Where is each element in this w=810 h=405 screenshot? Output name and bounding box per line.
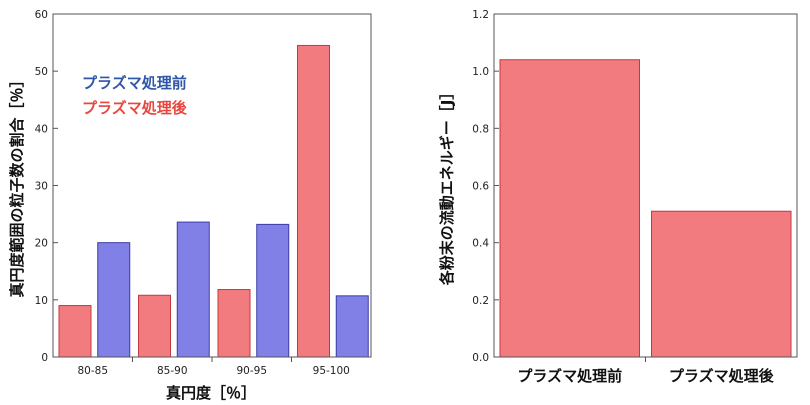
left-bars (58, 44, 369, 358)
legend-entry-after: プラズマ処理後 (82, 99, 188, 117)
right-y-tick-label: 1.2 (472, 9, 489, 21)
left-bar-after-85-90 (138, 294, 171, 358)
left-y-tick-label: 30 (35, 181, 48, 193)
legend-entry-before: プラズマ処理前 (82, 74, 187, 92)
left-x-axis-label: 真円度［％］ (166, 384, 256, 402)
left-bar-chart: 0 10 20 30 40 50 60 80-85 85-90 90-95 95-100 プラズマ… (8, 9, 372, 402)
left-plot-frame (52, 13, 372, 358)
left-bar-before-95-100 (335, 295, 369, 358)
left-x-ticks: 80-85 85-90 90-95 95-100 (77, 357, 350, 377)
left-y-ticks: 0 10 20 30 40 50 60 (35, 9, 58, 364)
right-y-ticks: 0.0 0.2 0.4 0.6 0.8 1.0 1.2 (472, 9, 499, 364)
left-y-axis-label: 真円度範囲の粒子数の割合［％］ (8, 72, 26, 297)
right-bar-chart: 0.0 0.2 0.4 0.6 0.8 1.0 1.2 プラズマ処理前 プラズマ処理後 各粉末… (438, 9, 798, 385)
right-y-tick-label: 1.0 (472, 66, 489, 78)
left-x-tick-label: 95-100 (313, 365, 350, 377)
right-y-tick-label: 0.4 (472, 238, 489, 250)
left-y-tick-label: 60 (35, 9, 48, 21)
left-bar-after-90-95 (217, 289, 251, 358)
right-y-tick-label: 0.6 (472, 181, 489, 193)
left-bar-after-95-100 (297, 44, 330, 358)
left-x-tick-label: 80-85 (77, 365, 108, 377)
left-x-tick-label: 90-95 (236, 365, 267, 377)
right-bar-1 (651, 210, 792, 358)
right-y-tick-label: 0.0 (472, 352, 489, 364)
left-x-tick-label: 85-90 (157, 365, 188, 377)
left-y-tick-label: 40 (35, 123, 48, 135)
left-bar-before-90-95 (256, 223, 290, 358)
right-y-tick-label: 0.8 (472, 123, 489, 135)
right-plot-frame (493, 13, 798, 358)
left-y-tick-label: 20 (35, 238, 48, 250)
right-bar-0 (499, 59, 640, 358)
left-y-tick-label: 10 (35, 295, 48, 307)
right-x-ticks: プラズマ処理前 プラズマ処理後 (517, 357, 775, 385)
left-y-tick-label: 0 (41, 352, 48, 364)
right-y-tick-label: 0.2 (472, 295, 489, 307)
left-bar-before-85-90 (176, 221, 210, 358)
right-x-tick-label: プラズマ処理前 (517, 367, 622, 385)
right-y-axis-label: 各粉末の流動エネルギー［J］ (438, 85, 456, 287)
left-bar-after-80-85 (58, 305, 92, 358)
right-bars (499, 59, 792, 358)
left-bar-before-80-85 (97, 242, 131, 358)
left-y-tick-label: 50 (35, 66, 48, 78)
right-x-tick-label: プラズマ処理後 (669, 367, 775, 385)
